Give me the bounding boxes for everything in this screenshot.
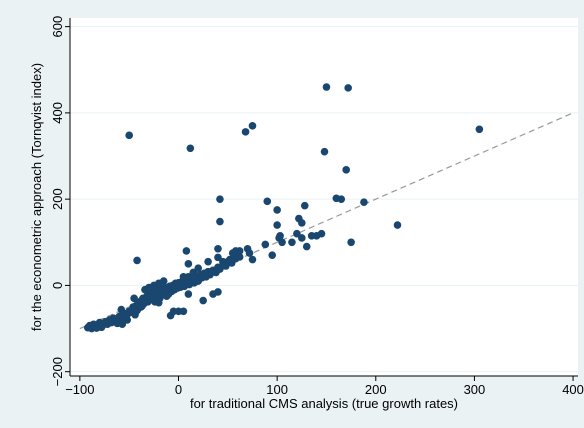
x-tick-label: −100 (65, 382, 94, 397)
data-point (214, 288, 222, 296)
data-point (235, 247, 244, 255)
data-point (186, 144, 195, 153)
x-tick-label: 200 (365, 382, 387, 397)
data-point (216, 195, 224, 203)
data-point (317, 229, 326, 238)
y-axis-ticks: −200 0 200 400 600 (50, 16, 70, 386)
data-point (204, 257, 212, 266)
data-point (337, 195, 346, 203)
data-point (273, 221, 281, 229)
x-axis-label: for traditional CMS analysis (true growt… (190, 396, 458, 411)
data-point (276, 232, 284, 240)
plot-area (70, 18, 578, 376)
data-point (302, 242, 311, 251)
y-axis-label: for the econometric approach (Tornqvist … (29, 63, 44, 331)
data-point (214, 253, 222, 262)
data-point (214, 244, 222, 253)
y-tick-label: 600 (50, 16, 65, 38)
data-point (342, 166, 350, 174)
data-point (139, 298, 147, 307)
data-point (130, 307, 138, 316)
data-point (166, 311, 175, 320)
data-point (293, 229, 301, 238)
data-point (261, 240, 270, 249)
data-points (83, 83, 484, 333)
data-point (393, 221, 402, 229)
data-point (179, 307, 188, 316)
y-tick-label: 400 (50, 102, 65, 124)
data-point (263, 197, 272, 206)
data-point (115, 313, 124, 322)
data-point (268, 251, 277, 260)
data-point (125, 131, 133, 140)
data-point (298, 234, 306, 242)
y-tick-label: −200 (50, 357, 65, 386)
data-point (194, 264, 203, 272)
data-point (300, 201, 309, 210)
data-point (216, 217, 224, 226)
data-point (184, 272, 193, 281)
data-point (248, 122, 257, 130)
data-point (273, 206, 281, 214)
x-tick-label: 400 (562, 382, 584, 397)
data-point (241, 128, 250, 136)
data-point (248, 255, 257, 264)
data-point (154, 298, 163, 307)
data-point (154, 279, 163, 288)
data-point (245, 249, 254, 257)
data-point (184, 290, 193, 298)
data-point (347, 238, 355, 247)
x-axis-ticks: −100 0 100 200 300 400 (65, 376, 584, 397)
data-point (130, 294, 138, 303)
data-point (298, 219, 306, 227)
data-point (189, 268, 198, 277)
x-tick-label: 0 (175, 382, 182, 397)
x-tick-label: 300 (464, 382, 486, 397)
y-tick-label: 0 (50, 282, 65, 289)
data-point (184, 260, 193, 268)
data-point (320, 147, 329, 156)
data-point (344, 84, 352, 92)
data-point (475, 125, 484, 134)
data-point (194, 277, 203, 285)
data-point (164, 290, 173, 298)
data-point (219, 257, 227, 266)
data-point (133, 256, 141, 265)
y-tick-label: 200 (50, 188, 65, 210)
data-point (235, 253, 244, 261)
data-point (118, 320, 127, 329)
data-point (278, 238, 286, 247)
data-point (322, 83, 331, 91)
data-point (199, 296, 207, 305)
data-point (149, 294, 157, 303)
data-point (123, 316, 132, 324)
data-point (360, 198, 368, 206)
data-point (182, 247, 191, 255)
data-point (288, 238, 296, 247)
x-tick-label: 100 (266, 382, 288, 397)
